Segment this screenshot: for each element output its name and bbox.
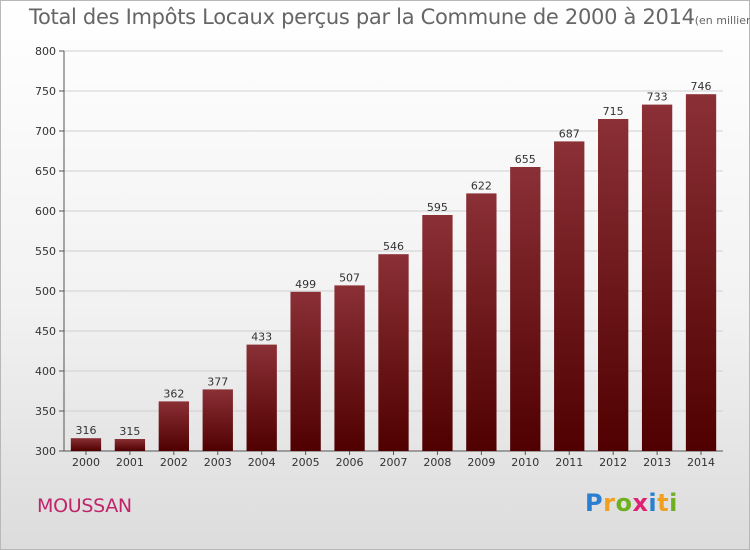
- bar: [641, 104, 673, 451]
- bar-value-label: 315: [119, 425, 140, 438]
- logo-letter: P: [585, 489, 604, 517]
- bar: [114, 439, 146, 451]
- bar-value-label: 316: [75, 424, 96, 437]
- x-tick-label: 2014: [687, 456, 715, 469]
- y-tick-label: 650: [35, 165, 56, 178]
- y-tick-label: 450: [35, 325, 56, 338]
- y-tick-label: 400: [35, 365, 56, 378]
- logo-letter: x: [632, 489, 649, 517]
- bar-value-label: 595: [427, 201, 448, 214]
- bar-value-label: 733: [647, 91, 668, 104]
- bar: [334, 285, 365, 451]
- y-tick-label: 800: [35, 45, 56, 58]
- bar: [554, 141, 585, 451]
- bar-value-label: 377: [207, 375, 228, 388]
- x-tick-label: 2007: [380, 456, 408, 469]
- x-tick-label: 2011: [555, 456, 583, 469]
- logo-letter: o: [615, 489, 633, 517]
- bar: [685, 94, 717, 451]
- x-tick-label: 2006: [336, 456, 364, 469]
- chart-title-unit: (en milliers d'€): [694, 14, 750, 27]
- y-tick-label: 500: [35, 285, 56, 298]
- x-tick-label: 2001: [116, 456, 144, 469]
- value-labels: 316 315 362 377 433 499 507 546 595 622 655 687 715 7…: [75, 80, 711, 438]
- logo-letter: r: [603, 489, 616, 517]
- y-tick-label: 550: [35, 245, 56, 258]
- bar-value-label: 746: [691, 80, 712, 93]
- bar: [466, 193, 497, 451]
- bar-value-label: 362: [163, 387, 184, 400]
- x-tick-label: 2000: [72, 456, 100, 469]
- y-tick-label: 750: [35, 85, 56, 98]
- y-tick-label: 700: [35, 125, 56, 138]
- bar: [246, 344, 277, 451]
- bar-value-label: 655: [515, 153, 536, 166]
- chart-title: Total des Impôts Locaux perçus par la Co…: [29, 5, 750, 29]
- bar: [510, 167, 541, 451]
- x-tick-label: 2003: [204, 456, 232, 469]
- x-tick-label: 2012: [599, 456, 627, 469]
- x-tick-label: 2008: [423, 456, 451, 469]
- bar-value-label: 546: [383, 240, 404, 253]
- y-tick-label: 300: [35, 445, 56, 458]
- bar: [290, 291, 321, 451]
- x-tick-label: 2002: [160, 456, 188, 469]
- bar-value-label: 687: [559, 127, 580, 140]
- x-tick-label: 2004: [248, 456, 276, 469]
- chart-title-text: Total des Impôts Locaux perçus par la Co…: [29, 5, 695, 29]
- logo-letter: t: [657, 489, 670, 517]
- commune-name: MOUSSAN: [37, 495, 132, 517]
- bar: [158, 401, 189, 451]
- x-tick-label: 2013: [643, 456, 671, 469]
- y-tick-label: 600: [35, 205, 56, 218]
- x-tick-label: 2010: [511, 456, 539, 469]
- bar-value-label: 622: [471, 179, 492, 192]
- bar-value-label: 507: [339, 271, 360, 284]
- x-tick-label: 2005: [292, 456, 320, 469]
- bar-value-label: 715: [603, 105, 624, 118]
- bar-value-label: 433: [251, 331, 272, 344]
- bar: [202, 389, 233, 451]
- bars: [70, 94, 717, 451]
- x-tick-label: 2009: [467, 456, 495, 469]
- bar: [70, 438, 102, 451]
- bar: [422, 215, 453, 451]
- proxiti-logo: Proxiti: [585, 489, 678, 517]
- logo-letter: i: [648, 489, 658, 517]
- bar: [378, 254, 409, 451]
- logo-letter: i: [669, 489, 678, 517]
- y-tick-label: 350: [35, 405, 56, 418]
- bar-value-label: 499: [295, 278, 316, 291]
- bar: [598, 119, 629, 451]
